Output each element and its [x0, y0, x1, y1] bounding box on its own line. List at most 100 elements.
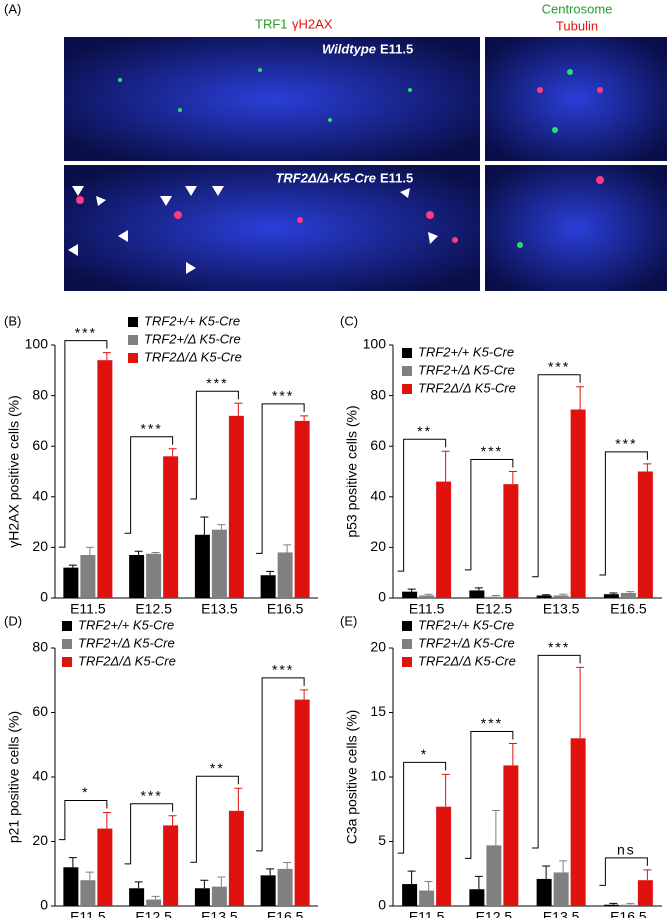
error-bar — [300, 689, 309, 700]
bar — [469, 590, 485, 598]
error-bar — [609, 902, 618, 905]
x-tick-label: E11.5 — [409, 909, 445, 918]
error-bar — [491, 594, 500, 597]
foci — [76, 87, 604, 243]
y-tick-label: 60 — [370, 437, 386, 453]
bar — [419, 890, 435, 906]
error-bar — [508, 742, 517, 766]
error-bar — [424, 593, 433, 596]
panel-label: (B) — [4, 313, 21, 328]
significance-label: ns — [617, 842, 636, 858]
legend-label: TRF2Δ/Δ K5-Cre — [144, 349, 242, 364]
bar — [277, 552, 293, 598]
x-tick-label: E11.5 — [70, 601, 106, 617]
bar — [570, 738, 586, 906]
image-label: E11.5 — [380, 41, 413, 56]
error-bar — [217, 524, 226, 530]
bar — [194, 888, 210, 906]
x-tick-label: E11.5 — [70, 909, 106, 918]
significance-bracket — [256, 403, 305, 554]
legend-label: TRF2+/Δ K5-Cre — [144, 331, 241, 346]
panel-label: (E) — [340, 613, 357, 628]
bar — [536, 595, 552, 598]
error-bar — [576, 386, 585, 410]
y-tick-label: 40 — [32, 488, 48, 504]
bar — [146, 899, 162, 906]
bar — [97, 360, 113, 598]
error-bar — [559, 593, 568, 596]
error-bar — [266, 868, 275, 876]
x-tick-label: E12.5 — [476, 909, 513, 918]
legend-label: TRF2+/+ K5-Cre — [418, 617, 514, 632]
bar — [570, 409, 586, 598]
error-bar — [407, 588, 416, 592]
legend-swatch — [62, 621, 72, 631]
y-tick-label: 0 — [378, 589, 386, 605]
bar — [228, 415, 244, 598]
error-bar — [542, 865, 551, 879]
significance-label: *** — [75, 324, 97, 340]
error-bar — [151, 895, 160, 900]
bar — [63, 567, 79, 598]
error-bar — [491, 810, 500, 846]
foci — [118, 68, 573, 248]
significance-bracket — [58, 799, 108, 841]
significance-bracket — [124, 803, 174, 865]
y-axis-label: p21 positive cells (%) — [6, 711, 22, 843]
bar — [503, 484, 519, 598]
error-bar — [441, 450, 450, 482]
bar — [129, 554, 145, 598]
stain-label: Centrosome — [542, 1, 613, 16]
x-tick-label: E13.5 — [201, 601, 238, 617]
x-tick-label: E13.5 — [543, 601, 580, 617]
significance-bracket — [599, 857, 648, 886]
significance-label: ** — [210, 760, 225, 776]
y-tick-label: 20 — [32, 538, 48, 554]
error-bar — [576, 666, 585, 739]
error-bar — [424, 880, 433, 891]
image-label: Wildtype — [322, 41, 376, 56]
error-bar — [217, 876, 226, 887]
error-bar — [102, 352, 111, 361]
legend-label: TRF2Δ/Δ K5-Cre — [78, 653, 176, 668]
panel-label: (A) — [4, 1, 21, 16]
error-bar — [643, 463, 652, 472]
significance-bracket — [190, 390, 239, 500]
micrograph — [485, 165, 667, 291]
significance-label: *** — [481, 443, 503, 459]
error-bar — [283, 861, 292, 869]
arrowheads — [68, 186, 438, 274]
legend-swatch — [402, 657, 412, 667]
significance-bracket — [397, 761, 447, 854]
error-bar — [85, 546, 94, 555]
legend-label: TRF2Δ/Δ K5-Cre — [418, 653, 516, 668]
bar — [637, 471, 653, 598]
bar — [63, 867, 79, 906]
bar — [603, 594, 619, 598]
significance-label: *** — [481, 715, 503, 731]
y-tick-label: 20 — [32, 832, 48, 848]
bar — [194, 534, 210, 598]
error-bar — [266, 570, 275, 576]
bar — [603, 904, 619, 906]
bar — [163, 825, 179, 906]
bar — [553, 595, 569, 598]
panel-label: (C) — [340, 313, 358, 328]
error-bar — [300, 415, 309, 421]
legend-swatch — [402, 366, 412, 376]
significance-bracket — [464, 730, 514, 859]
error-bar — [134, 550, 143, 555]
y-tick-label: 80 — [32, 639, 48, 655]
error-bar — [151, 551, 160, 554]
legend-label: TRF2+/+ K5-Cre — [144, 313, 240, 328]
bar — [503, 765, 519, 906]
y-axis-label: p53 positive cells (%) — [344, 405, 360, 537]
error-bar — [542, 594, 551, 596]
bar — [486, 596, 502, 598]
stain-label: TRF1 — [255, 16, 288, 31]
error-bar — [643, 869, 652, 881]
x-tick-label: E16.5 — [267, 909, 304, 918]
x-tick-label: E12.5 — [135, 601, 172, 617]
y-tick-label: 60 — [32, 703, 48, 719]
